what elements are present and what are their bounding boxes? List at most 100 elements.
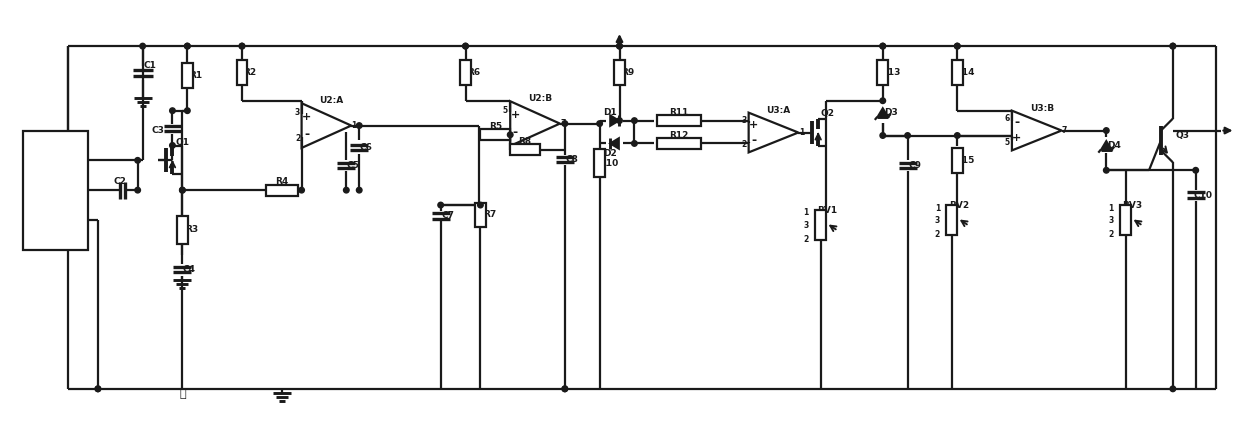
Circle shape (462, 43, 468, 49)
Text: 3: 3 (804, 221, 809, 230)
Circle shape (1170, 43, 1176, 49)
Text: G: G (41, 215, 50, 225)
Text: D2: D2 (602, 149, 617, 158)
Bar (510, 144, 540, 155)
Circle shape (880, 133, 886, 138)
Circle shape (617, 43, 622, 49)
Circle shape (170, 108, 175, 113)
Text: C6: C6 (359, 143, 373, 152)
Circle shape (1193, 167, 1198, 173)
Text: 2: 2 (804, 235, 809, 244)
Bar (237, 60, 248, 85)
Text: U1: U1 (43, 140, 58, 150)
Circle shape (170, 143, 175, 148)
Circle shape (954, 43, 960, 49)
Text: C10: C10 (1193, 191, 1212, 200)
Text: 3: 3 (934, 216, 940, 225)
Circle shape (880, 98, 886, 104)
Text: +: + (302, 112, 311, 122)
Circle shape (180, 187, 185, 193)
Text: R15: R15 (955, 156, 975, 165)
Text: 5: 5 (503, 106, 508, 115)
Circle shape (617, 118, 622, 123)
Circle shape (880, 43, 886, 49)
Circle shape (462, 43, 468, 49)
Text: R8: R8 (519, 137, 532, 146)
Text: U2:A: U2:A (320, 96, 343, 105)
Text: +: + (1012, 133, 1021, 144)
Circle shape (437, 202, 444, 208)
Circle shape (239, 43, 245, 49)
Bar (182, 63, 193, 88)
Bar (460, 60, 471, 85)
Text: R13: R13 (881, 68, 901, 77)
Bar (877, 60, 888, 85)
Text: -: - (751, 134, 756, 147)
Text: Q3: Q3 (1176, 131, 1189, 140)
Text: C8: C8 (565, 155, 579, 164)
Circle shape (357, 187, 362, 193)
Text: R6: R6 (467, 68, 479, 77)
Text: 1: 1 (1109, 204, 1114, 212)
Text: C3: C3 (151, 126, 164, 135)
Text: D1: D1 (602, 108, 617, 116)
Text: 3: 3 (82, 186, 87, 195)
Text: R1: R1 (188, 71, 202, 80)
Circle shape (563, 386, 567, 391)
Text: 2: 2 (295, 134, 300, 143)
Circle shape (563, 121, 567, 126)
Text: R2: R2 (243, 68, 256, 77)
Text: RV2: RV2 (949, 201, 969, 210)
Circle shape (185, 43, 190, 49)
Text: C2: C2 (113, 177, 126, 186)
Text: C4: C4 (183, 265, 196, 274)
Text: +: + (750, 119, 758, 130)
Bar (475, 203, 486, 227)
Circle shape (954, 43, 960, 49)
Circle shape (904, 133, 911, 138)
Bar (952, 60, 963, 85)
Circle shape (1104, 167, 1109, 173)
Bar (657, 115, 701, 126)
Text: R10: R10 (598, 159, 618, 168)
Circle shape (632, 118, 637, 123)
Text: RV3: RV3 (1123, 201, 1142, 210)
Text: 1: 1 (799, 128, 804, 137)
Circle shape (95, 386, 100, 391)
Text: R9: R9 (621, 68, 634, 77)
Bar (595, 150, 605, 177)
Circle shape (135, 187, 140, 193)
Circle shape (135, 158, 140, 163)
Text: R4: R4 (275, 177, 289, 186)
Bar (1120, 205, 1131, 235)
Circle shape (508, 132, 513, 138)
Circle shape (477, 202, 483, 208)
Text: C5: C5 (347, 161, 359, 170)
Circle shape (1170, 386, 1176, 391)
Text: -: - (513, 126, 518, 139)
Circle shape (239, 43, 245, 49)
Circle shape (299, 187, 305, 193)
Text: 3: 3 (295, 108, 300, 117)
Text: D: D (41, 156, 50, 165)
Text: RV1: RV1 (818, 206, 838, 215)
Text: 1: 1 (82, 156, 87, 165)
Text: -: - (304, 128, 309, 141)
Text: R12: R12 (669, 130, 689, 139)
Circle shape (954, 133, 960, 138)
Text: 2: 2 (82, 215, 87, 224)
Bar (815, 210, 826, 240)
Text: Q1: Q1 (176, 138, 190, 147)
Bar (177, 216, 188, 244)
Text: U3:B: U3:B (1030, 104, 1054, 113)
Text: S: S (42, 185, 48, 195)
Circle shape (95, 386, 100, 391)
Circle shape (140, 43, 145, 49)
Text: 6: 6 (503, 132, 508, 141)
Circle shape (180, 187, 185, 193)
Text: C1: C1 (144, 62, 156, 71)
Text: R11: R11 (669, 108, 689, 116)
Text: 1: 1 (804, 209, 809, 218)
Text: 7: 7 (560, 119, 565, 128)
Bar (615, 60, 624, 85)
